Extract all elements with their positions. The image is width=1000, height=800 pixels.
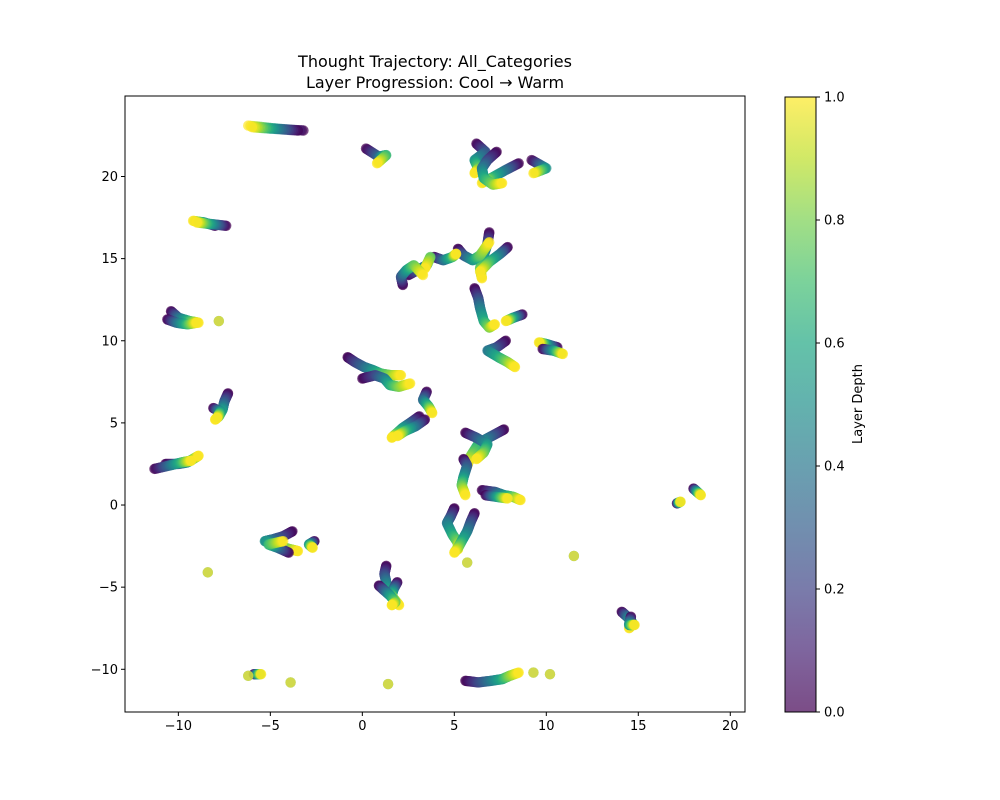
scatter-point xyxy=(484,236,495,248)
scatter-point xyxy=(474,266,486,277)
y-tick-label: 10 xyxy=(101,334,118,349)
plot-area-frame xyxy=(124,95,746,713)
scatter-point xyxy=(471,453,482,465)
scatter-point xyxy=(386,600,397,611)
colorbar-tick-label: 0.4 xyxy=(824,460,845,475)
scatter-point xyxy=(449,547,460,558)
scatter-point xyxy=(243,670,254,682)
y-tick-label: 5 xyxy=(110,416,118,431)
scatter-point xyxy=(392,430,403,442)
scatter-point xyxy=(427,407,438,419)
x-tick-label: 0 xyxy=(358,719,366,734)
scatter-point xyxy=(544,669,556,680)
x-tick-label: −5 xyxy=(261,719,280,734)
colorbar-tick-label: 0.8 xyxy=(824,214,845,229)
scatter-point xyxy=(675,496,686,507)
scatter-point xyxy=(496,177,508,189)
scatter-point xyxy=(500,315,512,327)
scatter-point xyxy=(186,455,197,466)
scatter-point xyxy=(404,378,416,389)
scatter-point xyxy=(213,315,225,327)
scatter-point xyxy=(246,122,258,133)
scatter-point xyxy=(513,667,524,678)
scatter-point xyxy=(307,542,318,553)
scatter-point xyxy=(515,494,526,506)
y-tick-label: −10 xyxy=(91,663,118,678)
scatter-point xyxy=(191,217,202,228)
scatter-point xyxy=(460,489,471,501)
x-tick-label: 5 xyxy=(450,719,458,734)
scatter-point xyxy=(461,557,473,568)
scatter-points xyxy=(149,120,707,690)
x-tick-label: −10 xyxy=(165,719,192,734)
scatter-point xyxy=(202,567,213,578)
scatter-point xyxy=(557,348,569,360)
y-tick-label: 15 xyxy=(101,252,118,267)
colorbar-tick-label: 1.0 xyxy=(824,91,845,106)
scatter-point xyxy=(382,678,394,690)
scatter-point xyxy=(395,370,407,381)
y-tick-label: −5 xyxy=(99,581,118,596)
scatter-point xyxy=(278,535,289,547)
x-tick-label: 20 xyxy=(722,719,739,734)
colorbar xyxy=(784,96,817,713)
y-tick-label: 0 xyxy=(110,499,118,514)
scatter-point xyxy=(211,412,223,424)
chart-subtitle: Layer Progression: Cool → Warm xyxy=(306,73,564,92)
colorbar-tick-label: 0.0 xyxy=(824,706,845,721)
scatter-point xyxy=(489,319,500,330)
y-tick-label: 20 xyxy=(101,170,118,185)
scatter-point xyxy=(695,489,707,501)
x-tick-label: 15 xyxy=(630,719,647,734)
x-axis: −10 −5 0 5 10 15 20 xyxy=(165,712,739,734)
colorbar-label: Layer Depth xyxy=(851,364,866,444)
colorbar-tick-label: 0.2 xyxy=(824,583,845,598)
scatter-point xyxy=(509,361,521,373)
scatter-point xyxy=(502,493,513,504)
chart-title: Thought Trajectory: All_Categories xyxy=(297,52,572,72)
scatter-point xyxy=(285,677,296,688)
scatter-point xyxy=(371,158,383,169)
scatter-point xyxy=(292,545,304,557)
scatter-point xyxy=(255,669,267,680)
scatter-point xyxy=(450,248,462,259)
scatter-point xyxy=(528,667,539,678)
scatter-point xyxy=(193,450,204,461)
scatter-point xyxy=(191,317,202,328)
scatter-point xyxy=(417,269,429,281)
y-axis: −10 −5 0 5 10 15 20 xyxy=(91,170,125,678)
colorbar-tick-label: 0.6 xyxy=(824,337,845,352)
scatter-point xyxy=(629,619,640,631)
x-tick-label: 10 xyxy=(538,719,555,734)
scatter-point xyxy=(528,168,539,179)
scatter-point xyxy=(568,550,580,562)
colorbar-axis: 0.0 0.2 0.4 0.6 0.8 1.0 xyxy=(816,91,845,721)
